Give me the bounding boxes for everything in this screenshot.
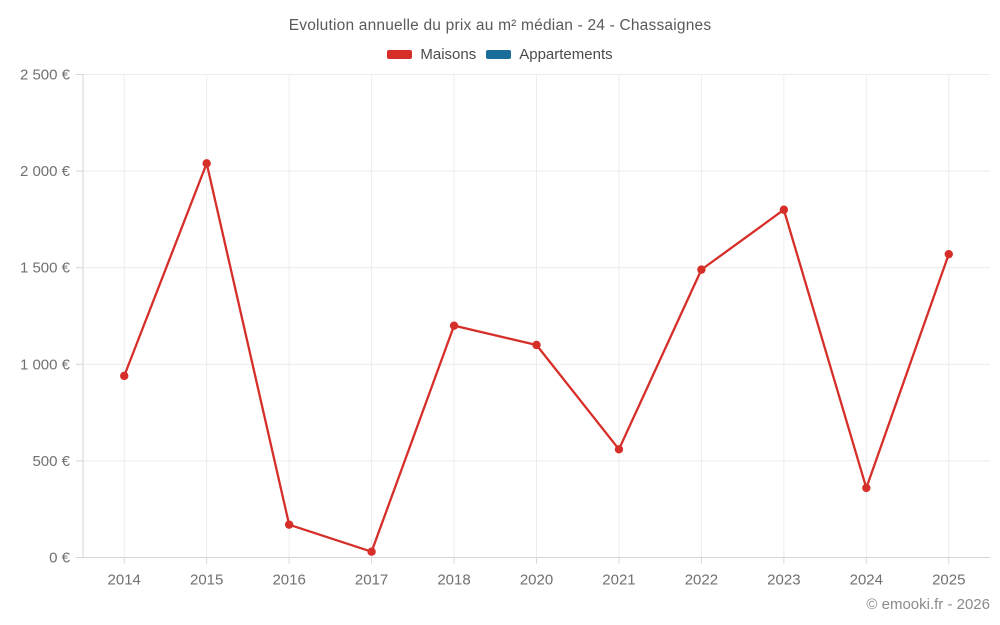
chart-title: Evolution annuelle du prix au m² médian … — [288, 17, 712, 34]
data-point-2020[interactable] — [532, 340, 541, 350]
data-point-2016[interactable] — [284, 520, 294, 529]
x-tick-label: 2022 — [685, 572, 718, 589]
x-tick-label: 2016 — [272, 572, 305, 589]
chart-legend: Maisons Appartements — [0, 46, 1000, 63]
data-point-2023[interactable] — [779, 205, 789, 214]
x-tick-label: 2021 — [602, 572, 635, 589]
data-point-2025[interactable] — [944, 249, 953, 259]
x-tick-label: 2014 — [108, 572, 141, 589]
data-point-2022[interactable] — [697, 265, 706, 274]
x-tick-label: 2023 — [767, 572, 800, 589]
data-point-2015[interactable] — [202, 159, 211, 168]
x-tick-label: 2025 — [932, 572, 965, 589]
legend-label-appartements: Appartements — [519, 46, 613, 63]
y-tick-label: 500 € — [32, 453, 70, 470]
data-point-2014[interactable] — [120, 371, 129, 381]
legend-item-maisons[interactable]: Maisons — [387, 46, 476, 63]
y-tick-label: 1 000 € — [20, 356, 71, 373]
x-tick-label: 2015 — [190, 572, 223, 589]
x-tick-label: 2024 — [850, 572, 883, 589]
legend-item-appartements[interactable]: Appartements — [486, 46, 613, 63]
x-tick-label: 2018 — [437, 572, 470, 589]
x-tick-label: 2020 — [520, 572, 553, 589]
legend-swatch-maisons — [387, 50, 413, 59]
legend-swatch-appartements — [486, 50, 512, 59]
data-point-2018[interactable] — [449, 321, 459, 330]
y-tick-label: 1 500 € — [20, 260, 71, 277]
y-tick-label: 2 500 € — [20, 67, 71, 84]
data-point-2024[interactable] — [862, 483, 871, 493]
y-tick-label: 2 000 € — [20, 163, 71, 180]
y-tick-label: 0 € — [49, 550, 71, 567]
x-tick-label: 2017 — [355, 572, 388, 589]
legend-label-maisons: Maisons — [420, 46, 477, 63]
data-point-2021[interactable] — [614, 445, 624, 454]
copyright-credit: © emooki.fr - 2026 — [866, 596, 990, 613]
data-point-2017[interactable] — [367, 547, 376, 556]
